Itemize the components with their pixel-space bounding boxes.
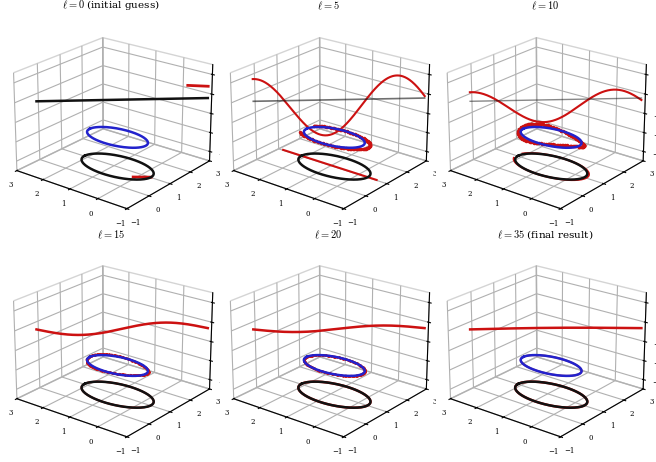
Title: $\ell =35$ (final result): $\ell =35$ (final result) xyxy=(497,228,593,241)
Title: $\ell =5$: $\ell =5$ xyxy=(317,0,339,12)
Title: $\ell =0$ (initial guess): $\ell =0$ (initial guess) xyxy=(62,0,160,12)
Title: $\ell =20$: $\ell =20$ xyxy=(314,228,342,241)
Title: $\ell =15$: $\ell =15$ xyxy=(97,228,125,241)
Title: $\ell =10$: $\ell =10$ xyxy=(531,0,559,12)
